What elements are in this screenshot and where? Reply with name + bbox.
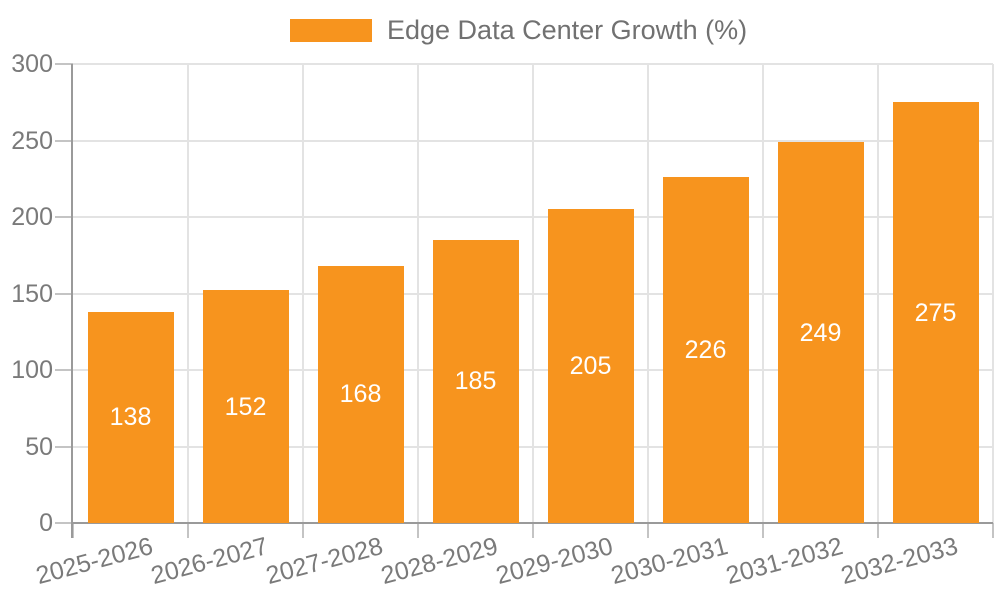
y-axis-tick-label: 200 [11,203,53,231]
y-axis-tick-label: 300 [11,50,53,78]
bar-value-label: 226 [684,336,727,365]
legend-swatch [290,19,372,42]
gridline-vertical [302,64,304,523]
gridline-vertical [762,64,764,523]
x-axis-category-label: 2030-2031 [608,532,731,590]
gridline-vertical [417,64,419,523]
bar-value-label: 205 [569,352,612,381]
y-axis-tick-label: 50 [25,432,53,461]
x-axis-category-label: 2026-2027 [148,532,271,590]
bar-value-label: 185 [454,367,497,396]
x-axis-tick [532,523,534,538]
y-axis-tick [55,522,73,524]
x-axis-category-label: 2029-2030 [493,532,616,590]
y-axis-tick-label: 250 [11,126,53,155]
y-axis-tick [55,369,73,371]
y-axis-tick [55,292,73,295]
gridline-vertical [532,64,534,523]
bar-value-label: 275 [914,298,957,327]
y-axis-line [71,64,73,538]
gridline-vertical [647,64,649,523]
x-axis-tick [72,523,74,538]
x-axis-category-label: 2027-2028 [263,532,386,590]
y-axis-tick-label: 100 [11,356,53,384]
bar[interactable] [892,102,979,523]
x-axis-category-label: 2025-2026 [33,532,156,590]
y-axis-tick [55,139,73,142]
bar[interactable] [87,311,174,523]
y-axis-tick-label: 0 [39,509,53,537]
x-axis-tick [762,523,764,538]
gridline-vertical [992,64,994,523]
x-axis-tick [187,523,189,538]
x-axis-line [71,522,993,524]
bar[interactable] [662,177,749,523]
x-axis-category-label: 2032-2033 [838,532,961,590]
bar-value-label: 168 [339,380,382,409]
gridline-vertical [877,64,879,523]
x-axis-tick [302,523,304,538]
bar-value-label: 249 [799,318,842,347]
bar-value-label: 138 [109,403,152,432]
bar[interactable] [317,265,404,523]
x-axis-tick [417,523,419,538]
y-axis-tick [55,63,73,65]
x-axis-category-label: 2028-2029 [378,532,501,590]
bar[interactable] [547,209,634,523]
y-axis-tick-label: 150 [11,279,53,308]
gridline-vertical [187,64,189,523]
bar[interactable] [202,290,289,523]
bar[interactable] [432,239,519,523]
bar[interactable] [777,142,864,523]
y-axis-tick [55,216,73,218]
legend-item[interactable]: Edge Data Center Growth (%) [290,15,747,46]
x-axis-tick [992,523,994,538]
y-axis-tick [55,445,73,448]
legend-label: Edge Data Center Growth (%) [387,15,748,45]
bar-value-label: 152 [224,392,267,421]
x-axis-tick [877,523,879,538]
x-axis-category-label: 2031-2032 [723,532,846,590]
x-axis-tick [647,523,649,538]
